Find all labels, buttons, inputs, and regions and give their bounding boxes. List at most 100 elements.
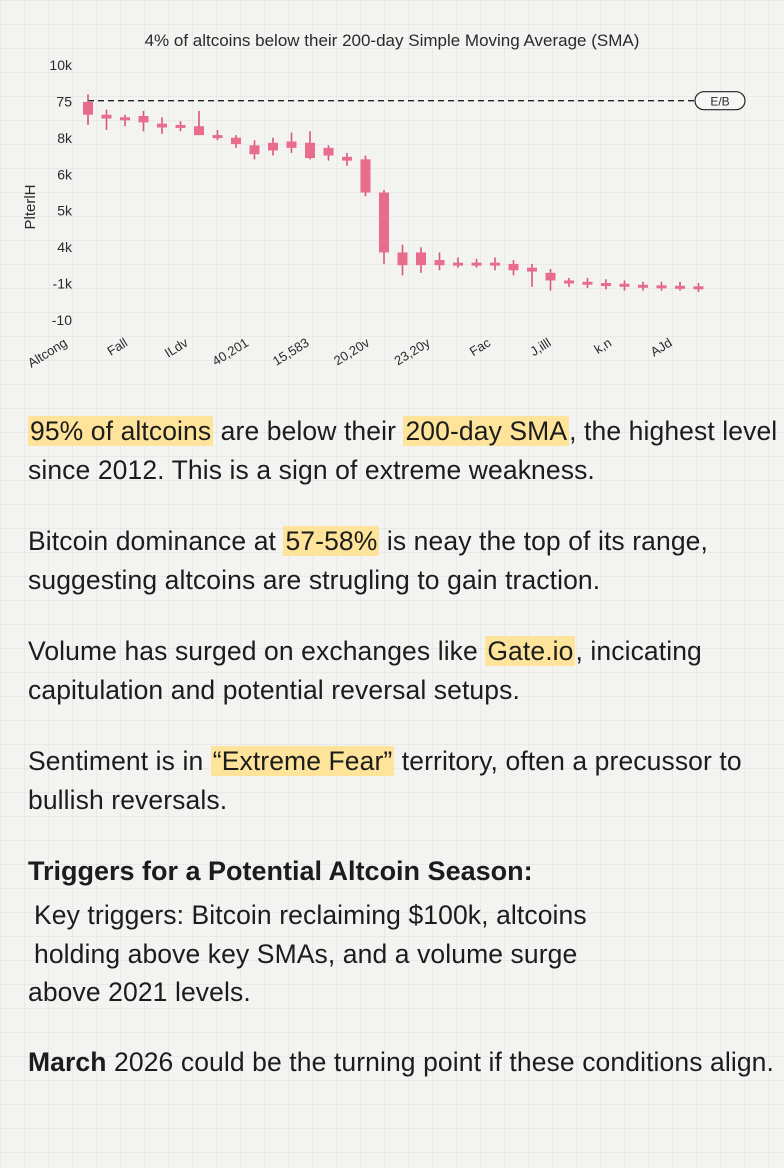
y-tick-label: 4k xyxy=(57,239,73,255)
candle xyxy=(545,269,556,291)
candle-body xyxy=(175,124,186,128)
candle xyxy=(379,189,389,264)
x-tick-label: 20,20v xyxy=(331,335,372,369)
candle xyxy=(434,252,445,271)
x-tick-label: Fac xyxy=(467,335,494,359)
y-tick-label: 10k xyxy=(49,57,73,73)
paragraph-sentiment: Sentiment is in “Extreme Fear” territory… xyxy=(28,742,784,819)
candle xyxy=(212,130,223,141)
candle-body xyxy=(416,252,426,266)
y-tick-label: 8k xyxy=(57,130,73,146)
x-tick-label: 15,583 xyxy=(270,335,312,369)
y-tick-label: -1k xyxy=(53,276,73,292)
candle-body xyxy=(453,262,463,266)
candle xyxy=(342,152,352,166)
highlight-95-percent: 95% of altcoins xyxy=(28,416,214,446)
paragraph-altcoins-below-sma: 95% of altcoins are below their 200-day … xyxy=(28,412,784,489)
trigger-line-3: above 2021 levels. xyxy=(28,977,251,1007)
candle xyxy=(175,121,186,132)
candle xyxy=(397,244,408,276)
candle-body xyxy=(157,123,167,128)
candle xyxy=(323,145,334,161)
candle xyxy=(268,137,278,156)
candle-body xyxy=(397,252,408,266)
candle xyxy=(693,283,704,292)
candle-body xyxy=(490,262,500,266)
candle xyxy=(157,117,167,134)
paragraph-volume: Volume has surged on exchanges like Gate… xyxy=(28,632,784,709)
highlight-extreme-fear: “Extreme Fear” xyxy=(210,746,395,776)
candle xyxy=(83,94,93,125)
x-tick-label: 40,201 xyxy=(209,335,251,369)
candle-body xyxy=(527,267,537,272)
x-tick-label: ILdv xyxy=(162,335,191,361)
paragraph-text: 2026 could be the turning point if these… xyxy=(106,1046,774,1077)
x-tick-label: k,n xyxy=(591,335,614,357)
candle xyxy=(675,281,685,291)
candle xyxy=(249,140,260,160)
candle xyxy=(656,281,667,291)
y-tick-label: 5k xyxy=(57,203,73,219)
candle-body xyxy=(286,141,297,148)
y-axis-ticks: 10k 75 8k 6k 5k 4k -1k -10 xyxy=(49,57,73,328)
candle xyxy=(138,110,149,132)
y-tick-label: 6k xyxy=(57,166,73,182)
candle-body xyxy=(212,135,223,139)
candle-body xyxy=(601,283,611,287)
sma-reference: E/B xyxy=(88,91,746,111)
candle-body xyxy=(693,286,704,290)
sma-tag-box xyxy=(694,91,746,111)
candle-body xyxy=(101,114,112,119)
analysis-text: 95% of altcoins are below their 200-day … xyxy=(28,412,784,1114)
candle xyxy=(471,258,482,268)
highlight-200-day-sma: 200-day SMA xyxy=(403,416,570,446)
paragraph-text: are below their xyxy=(213,416,404,446)
candle xyxy=(305,131,315,160)
x-tick-label: Fall xyxy=(104,335,130,359)
paragraph-bitcoin-dominance: Bitcoin dominance at 57-58% is neay the … xyxy=(28,522,784,599)
candle-body xyxy=(638,284,648,288)
candle xyxy=(582,277,593,289)
candlestick-series xyxy=(83,94,704,292)
trigger-line-2: holding above key SMAs, and a volume sur… xyxy=(34,938,578,969)
paragraph-text: Sentiment is in xyxy=(28,746,211,776)
highlight-dominance-range: 57-58% xyxy=(283,526,380,556)
x-tick-label: J,illl xyxy=(527,335,553,359)
candle-body xyxy=(471,262,482,266)
candle-body xyxy=(231,137,241,145)
paragraph-text: is neay the top of its range, suggesting… xyxy=(28,526,716,595)
y-tick-label: -10 xyxy=(52,312,72,328)
candle-body xyxy=(83,101,93,115)
paragraph-text: Volume has surged on exchanges like xyxy=(28,636,486,666)
candle-body xyxy=(619,283,630,287)
candle xyxy=(360,155,371,197)
candle xyxy=(527,263,537,287)
candle-body xyxy=(120,117,130,121)
candle xyxy=(490,257,500,271)
candle-body xyxy=(545,272,556,281)
candle xyxy=(120,114,130,127)
altcoin-sma-chart: 4% of altcoins below their 200-day Simpl… xyxy=(22,31,746,371)
paragraph-closing: March 2026 could be the turning point if… xyxy=(28,1043,784,1082)
candle-body xyxy=(675,285,685,289)
candle xyxy=(101,109,112,131)
candle-body xyxy=(249,145,260,155)
x-axis-ticks: Altcong Fall ILdv 40,201 15,583 20,20v 23,20y F… xyxy=(25,335,675,371)
candle xyxy=(638,281,648,291)
paragraph-text: , incicating capitulation and potential … xyxy=(28,636,710,705)
closing-bold-month: March xyxy=(28,1046,107,1077)
paragraph-text: , the highest level since 2012. This is … xyxy=(28,416,778,485)
candle xyxy=(453,257,463,268)
candle-body xyxy=(342,156,352,161)
candle-body xyxy=(305,142,315,159)
candle-body xyxy=(582,281,593,285)
x-tick-label: AJd xyxy=(648,335,675,360)
highlight-exchange: Gate.io xyxy=(485,636,576,666)
candle-body xyxy=(323,147,334,156)
candle-body xyxy=(360,159,371,193)
trigger-line-1: Key triggers: Bitcoin reclaiming $100k, … xyxy=(34,900,587,930)
candle-body xyxy=(138,116,149,123)
candle-body xyxy=(508,263,519,271)
candle xyxy=(286,132,297,153)
triggers-heading: Triggers for a Potential Altcoin Season: xyxy=(28,856,533,886)
